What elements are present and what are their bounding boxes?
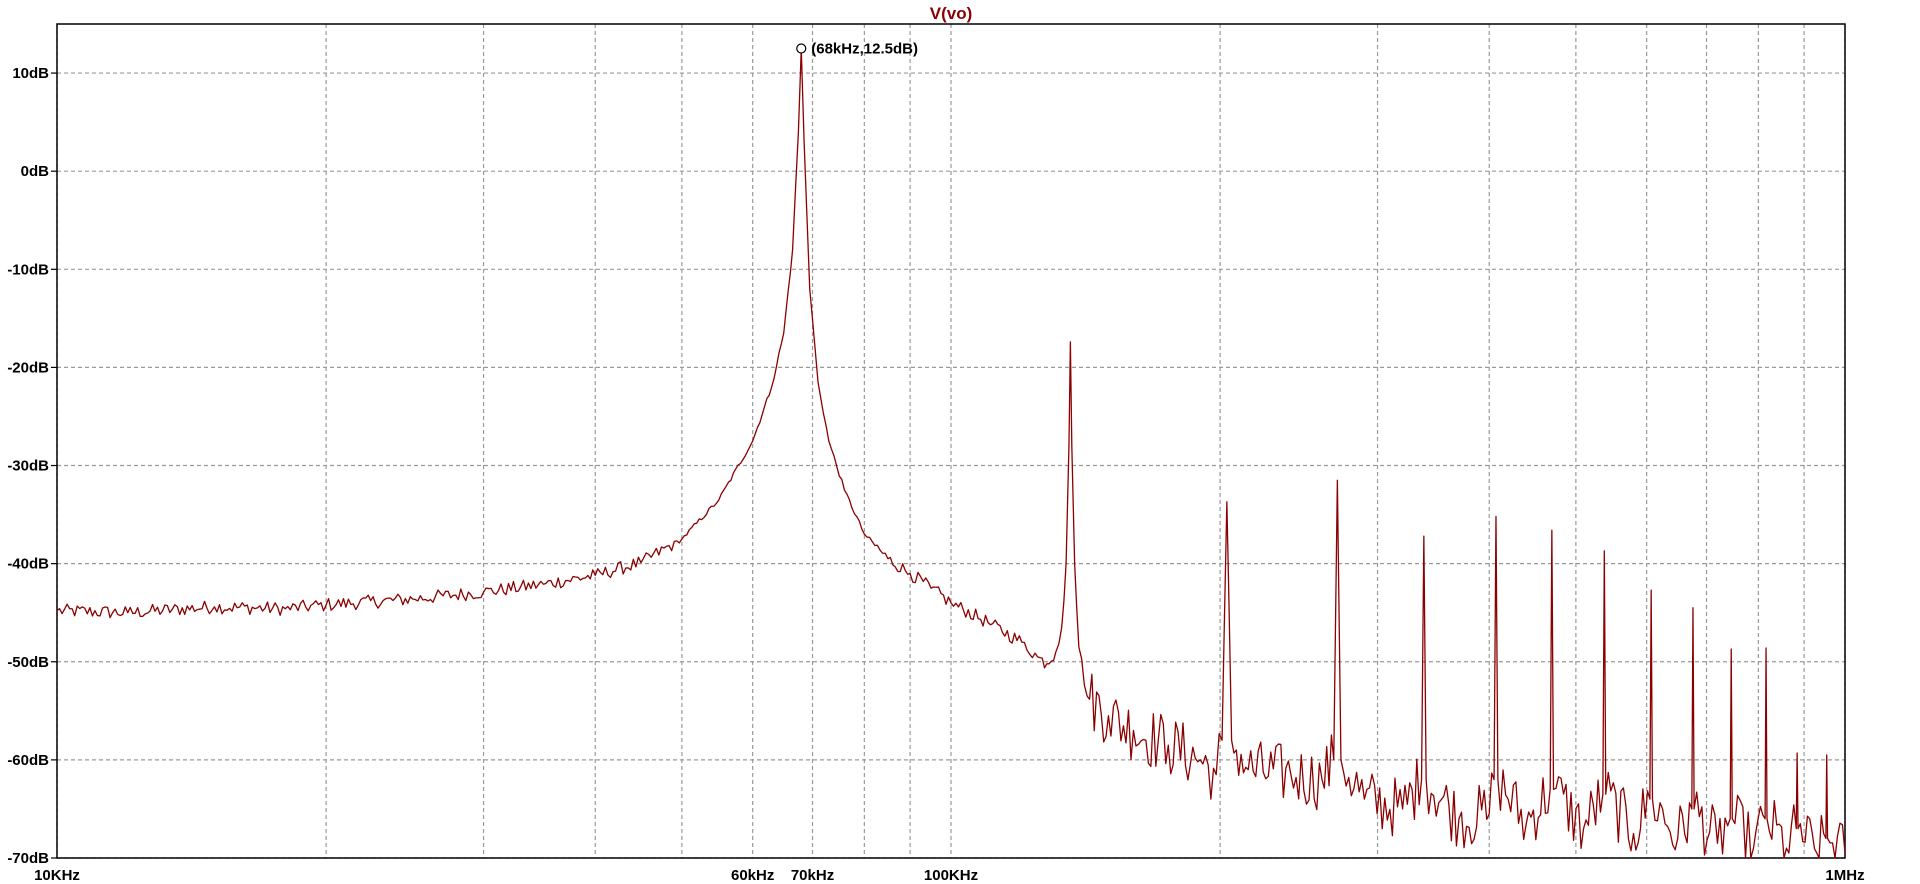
- y-tick-label: 0dB: [21, 163, 50, 180]
- plot-frame: [56, 23, 1846, 859]
- x-tick-label: 100KHz: [924, 867, 978, 884]
- y-tick-label: -60dB: [7, 752, 49, 769]
- cursor-readout: (68kHz,12.5dB): [811, 41, 918, 58]
- cursor-marker[interactable]: [796, 43, 807, 54]
- series-line-vo: [56, 47, 1846, 859]
- y-tick-label: -30dB: [7, 458, 49, 475]
- x-tick-label: 70kHz: [791, 867, 834, 884]
- x-tick-label: 10KHz: [34, 867, 80, 884]
- x-tick-labels: 10KHz 60kHz 70kHz 100KHz 1MHz: [34, 867, 1865, 884]
- y-tick-label: -20dB: [7, 359, 49, 376]
- chart-title: V(vo): [930, 4, 973, 23]
- y-tick-label: -10dB: [7, 261, 49, 278]
- y-tick-label: 10dB: [12, 65, 49, 82]
- x-tick-label: 1MHz: [1825, 867, 1864, 884]
- y-tick-label: -50dB: [7, 654, 49, 671]
- x-tick-label: 60kHz: [731, 867, 774, 884]
- y-tick-label: -40dB: [7, 556, 49, 573]
- y-tick-label: -70dB: [7, 850, 49, 867]
- y-tick-labels: 10dB 0dB -10dB -20dB -30dB -40dB -50dB -60dB -70…: [7, 65, 49, 867]
- cursor-annotation[interactable]: (68kHz,12.5dB): [796, 41, 918, 58]
